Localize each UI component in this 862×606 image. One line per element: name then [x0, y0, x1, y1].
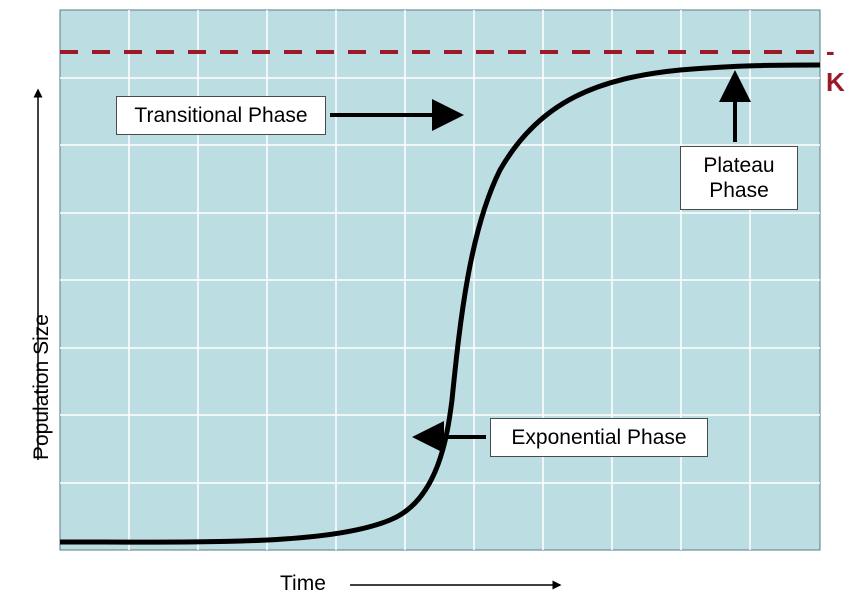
transitional-text: Transitional Phase — [134, 104, 307, 127]
x-axis-label: Time — [280, 572, 326, 596]
plateau-text-line1: Plateau — [703, 154, 774, 177]
plateau-phase-label: Plateau Phase — [680, 146, 798, 210]
exponential-phase-label: Exponential Phase — [490, 418, 708, 457]
y-axis-label: Population Size — [30, 314, 54, 460]
transitional-phase-label: Transitional Phase — [116, 96, 326, 135]
exponential-text: Exponential Phase — [511, 426, 686, 449]
k-label: - K — [826, 36, 862, 98]
plateau-text-line2: Phase — [709, 179, 769, 202]
logistic-growth-chart: Transitional Phase Plateau Phase Exponen… — [0, 0, 862, 606]
chart-svg — [0, 0, 862, 606]
